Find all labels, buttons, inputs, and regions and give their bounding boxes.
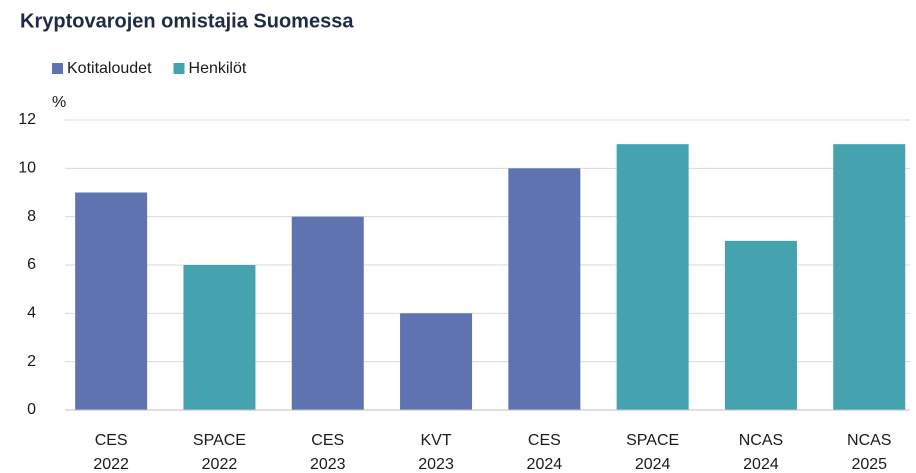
y-tick-label: 12: [18, 111, 36, 128]
x-tick-label: CES: [311, 432, 344, 449]
bar: [616, 144, 689, 410]
bar: [833, 144, 906, 410]
bar: [183, 265, 256, 410]
bar: [400, 313, 473, 410]
x-tick-label: CES: [95, 432, 128, 449]
x-tick-label: 2022: [93, 456, 129, 473]
x-tick-label: 2023: [310, 456, 346, 473]
y-tick-label: 8: [27, 208, 36, 225]
legend-swatch: [52, 63, 63, 74]
x-tick-label: NCAS: [739, 432, 783, 449]
bar: [75, 192, 148, 410]
x-tick-label: 2022: [202, 456, 238, 473]
x-tick-label: KVT: [420, 432, 451, 449]
y-tick-label: 6: [27, 256, 36, 273]
chart-title: Kryptovarojen omistajia Suomessa: [20, 10, 354, 32]
y-tick-label: 10: [18, 160, 36, 177]
legend-swatch: [173, 63, 185, 74]
bar: [291, 216, 364, 410]
x-tick-label: 2023: [418, 456, 454, 473]
legend-label: Kotitaloudet: [67, 60, 152, 77]
x-tick-label: 2024: [635, 456, 671, 473]
y-tick-label: 0: [27, 401, 36, 418]
y-tick-label: 2: [27, 353, 36, 370]
y-axis-label: %: [52, 94, 66, 111]
x-tick-label: CES: [528, 432, 561, 449]
bar: [508, 168, 581, 410]
x-tick-label: 2024: [527, 456, 563, 473]
y-tick-label: 4: [27, 305, 36, 322]
x-tick-label: SPACE: [193, 432, 246, 449]
x-tick-label: 2025: [851, 456, 887, 473]
x-tick-label: SPACE: [626, 432, 679, 449]
x-tick-label: 2024: [743, 456, 779, 473]
legend-label: Henkilöt: [189, 60, 247, 77]
x-tick-label: NCAS: [847, 432, 891, 449]
bar: [724, 240, 797, 410]
